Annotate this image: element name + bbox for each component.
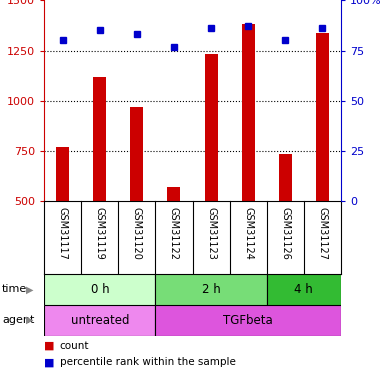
Text: GSM31126: GSM31126 [280, 207, 290, 260]
Text: 2 h: 2 h [202, 283, 220, 296]
Bar [316, 33, 329, 201]
Bar [156, 305, 341, 336]
Bar [131, 107, 143, 201]
Text: GSM31119: GSM31119 [95, 207, 105, 260]
Bar [156, 274, 267, 305]
Text: GSM31123: GSM31123 [206, 207, 216, 260]
Bar [94, 76, 106, 201]
Bar [204, 54, 218, 201]
Text: agent: agent [2, 315, 34, 325]
Text: ■: ■ [44, 357, 55, 368]
Text: GSM31127: GSM31127 [317, 207, 327, 260]
Text: 4 h: 4 h [294, 283, 313, 296]
Text: count: count [60, 340, 89, 351]
Text: 0 h: 0 h [90, 283, 109, 296]
Bar [44, 305, 156, 336]
Text: GSM31124: GSM31124 [243, 207, 253, 260]
Text: time: time [2, 285, 27, 294]
Bar [267, 274, 341, 305]
Bar [242, 24, 254, 201]
Text: ▶: ▶ [26, 315, 33, 325]
Text: GSM31117: GSM31117 [58, 207, 68, 260]
Text: TGFbeta: TGFbeta [223, 314, 273, 327]
Text: ■: ■ [44, 340, 55, 351]
Bar [167, 187, 181, 201]
Text: GSM31120: GSM31120 [132, 207, 142, 260]
Text: ▶: ▶ [26, 285, 33, 294]
Bar [279, 154, 291, 201]
Bar [56, 147, 69, 201]
Bar [44, 274, 156, 305]
Text: untreated: untreated [70, 314, 129, 327]
Text: percentile rank within the sample: percentile rank within the sample [60, 357, 236, 368]
Text: GSM31122: GSM31122 [169, 207, 179, 260]
